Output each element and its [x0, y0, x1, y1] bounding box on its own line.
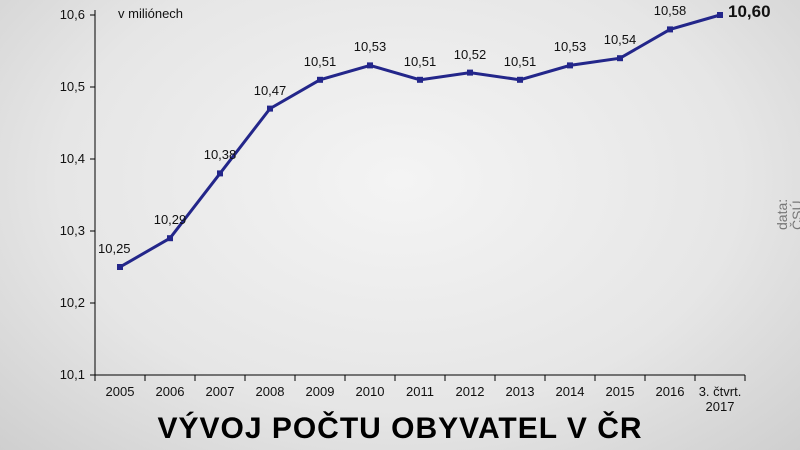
x-tick-label: 2006 [155, 384, 185, 399]
x-tick-label: 2010 [355, 384, 385, 399]
x-tick-label: 2013 [505, 384, 535, 399]
y-tick-label: 10,6 [59, 7, 85, 22]
value-label: 10,51 [303, 53, 337, 69]
point [317, 76, 323, 83]
x-tick-label: 2011 [406, 384, 434, 399]
y-tick-label: 10,3 [59, 223, 85, 238]
value-label: 10,58 [653, 3, 687, 19]
point [467, 69, 473, 76]
x-tick-label: 2016 [655, 384, 685, 399]
y-tick-label: 10,4 [59, 151, 85, 166]
x-tick-label: 2008 [255, 384, 285, 399]
x-tick-label: 2015 [605, 384, 635, 399]
point [367, 62, 373, 69]
y-tick-label: 10,5 [59, 79, 85, 94]
source-note: data: ČSÚ [774, 198, 800, 230]
point [417, 76, 423, 83]
y-tick-label: 10,1 [59, 367, 85, 382]
value-label: 10,54 [603, 32, 637, 48]
value-label: 10,29 [153, 212, 187, 228]
point [267, 105, 273, 112]
value-label: 10,52 [453, 46, 487, 62]
point [617, 55, 623, 62]
point [567, 62, 573, 69]
value-label: 10,47 [253, 82, 287, 98]
x-tick-label: 2014 [555, 384, 585, 399]
point [667, 26, 673, 33]
line [119, 13, 721, 269]
x-tick-label: 2007 [205, 384, 235, 399]
point [217, 170, 223, 177]
unit-note: v miliónech [118, 6, 184, 21]
value-label: 10,25 [98, 241, 131, 256]
value-label: 10,51 [503, 53, 537, 69]
chart-title: VÝVOJ POČTU OBYVATEL V ČR [157, 412, 643, 445]
value-label: 10,38 [203, 147, 237, 163]
value-label: 10,60 [728, 2, 771, 21]
x-tick-label: 2012 [455, 384, 485, 399]
x-tick-label: 3. čtvrt. 2017 [698, 384, 742, 414]
y-tick-label: 10,2 [59, 295, 85, 310]
point [517, 76, 523, 83]
point [167, 235, 173, 242]
point [117, 264, 123, 270]
value-label: 10,53 [353, 39, 387, 55]
value-label: 10,53 [553, 39, 587, 55]
value-label: 10,51 [403, 53, 437, 69]
point [717, 12, 723, 18]
x-tick-label: 2005 [105, 384, 135, 399]
x-tick-label: 2009 [305, 384, 335, 399]
